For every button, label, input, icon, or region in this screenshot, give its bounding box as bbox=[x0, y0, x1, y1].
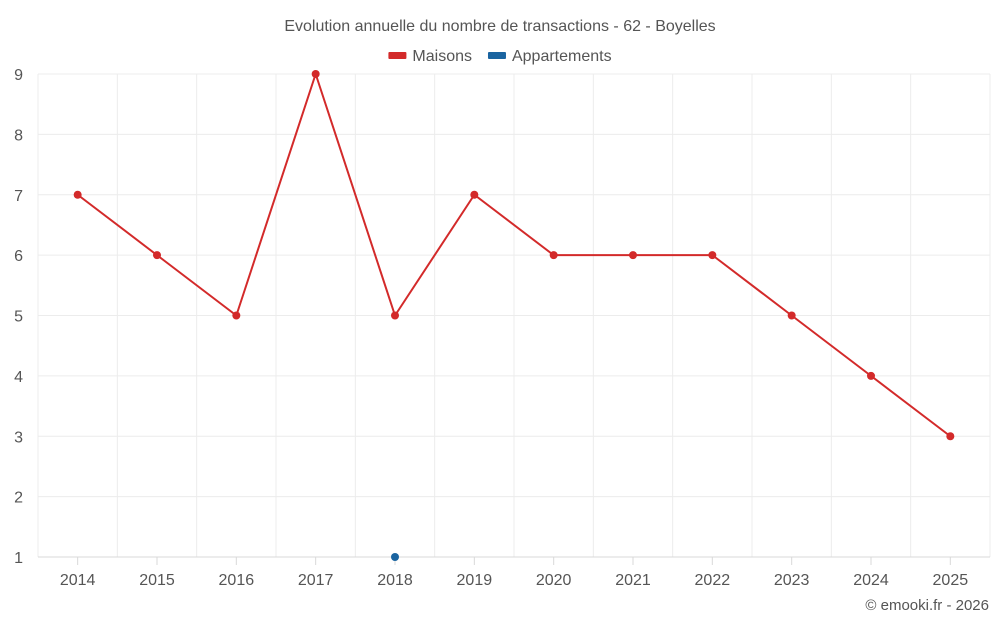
legend-label: Appartements bbox=[512, 48, 612, 65]
grid bbox=[37, 73, 991, 557]
data-point-maisons-2015[interactable] bbox=[153, 251, 161, 260]
y-tick-label: 7 bbox=[14, 188, 23, 205]
x-tick-label: 2018 bbox=[377, 572, 413, 589]
y-tick-label: 6 bbox=[14, 248, 23, 265]
series-maisons bbox=[73, 70, 955, 441]
x-tick-label: 2022 bbox=[695, 572, 731, 589]
data-point-maisons-2024[interactable] bbox=[867, 371, 875, 380]
y-tick-label: 9 bbox=[14, 67, 23, 84]
x-tick-label: 2017 bbox=[298, 572, 334, 589]
legend-swatch bbox=[388, 52, 407, 59]
data-point-maisons-2021[interactable] bbox=[629, 251, 637, 260]
data-point-maisons-2017[interactable] bbox=[311, 70, 320, 78]
legend: Maisons Appartements bbox=[388, 48, 612, 65]
chart-title: Evolution annuelle du nombre de transact… bbox=[284, 18, 715, 35]
y-tick-label: 8 bbox=[14, 127, 23, 144]
legend-item-maisons[interactable]: Maisons bbox=[388, 48, 472, 65]
x-tick-label: 2014 bbox=[60, 572, 96, 589]
data-point-maisons-2023[interactable] bbox=[787, 311, 796, 320]
data-point-maisons-2016[interactable] bbox=[232, 311, 241, 320]
data-point-appartements-2018[interactable] bbox=[391, 553, 399, 561]
data-point-maisons-2014[interactable] bbox=[73, 190, 82, 199]
y-tick-label: 3 bbox=[14, 429, 23, 446]
y-tick-label: 4 bbox=[14, 369, 23, 386]
legend-swatch bbox=[487, 52, 506, 59]
x-tick-label: 2015 bbox=[139, 572, 175, 589]
x-tick-label: 2019 bbox=[457, 572, 493, 589]
x-tick-label: 2020 bbox=[536, 572, 572, 589]
legend-item-appartements[interactable]: Appartements bbox=[487, 48, 612, 65]
axes: 1 2 3 4 5 6 7 8 9 2014 2015 2016 2017 2018 2019 2020 202… bbox=[14, 67, 990, 589]
y-tick-label: 1 bbox=[14, 550, 23, 567]
x-tick-label: 2024 bbox=[853, 572, 889, 589]
data-point-maisons-2025[interactable] bbox=[946, 432, 955, 441]
credit-text: © emooki.fr - 2026 bbox=[865, 597, 989, 614]
legend-label: Maisons bbox=[412, 48, 472, 65]
x-tick-label: 2025 bbox=[933, 572, 969, 589]
y-tick-label: 2 bbox=[14, 490, 23, 507]
x-tick-label: 2016 bbox=[219, 572, 255, 589]
data-point-maisons-2022[interactable] bbox=[708, 251, 717, 260]
data-point-maisons-2019[interactable] bbox=[470, 190, 479, 199]
series-line-maisons bbox=[77, 73, 951, 438]
x-tick-label: 2023 bbox=[774, 572, 810, 589]
data-point-maisons-2020[interactable] bbox=[549, 251, 558, 260]
series-appartements bbox=[391, 553, 399, 561]
x-tick-label: 2021 bbox=[615, 572, 651, 589]
series-layer bbox=[73, 70, 955, 561]
data-point-maisons-2018[interactable] bbox=[391, 311, 399, 320]
y-tick-label: 5 bbox=[14, 309, 23, 326]
